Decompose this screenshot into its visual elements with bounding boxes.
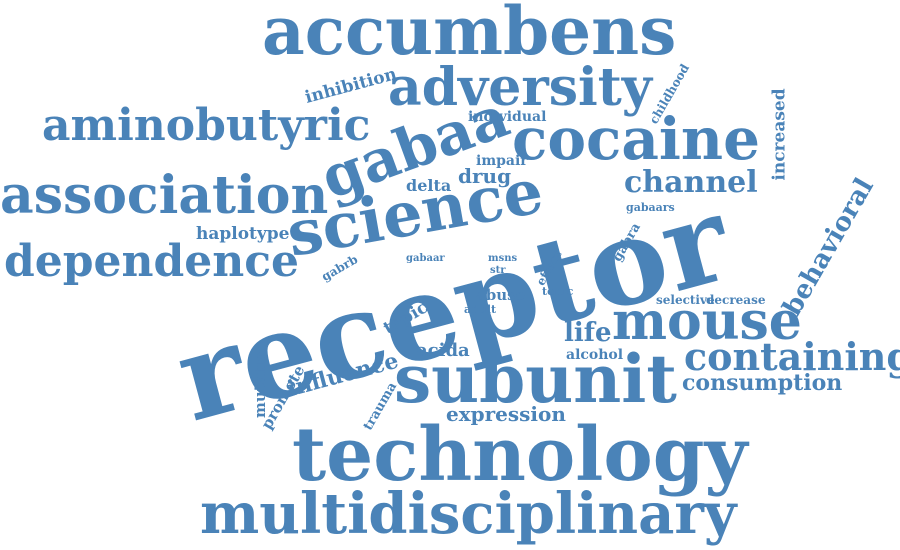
word-increased: increased bbox=[769, 88, 790, 181]
word-acida: acida bbox=[416, 340, 470, 361]
word-life: life bbox=[564, 318, 612, 348]
word-adult: adult bbox=[464, 303, 497, 316]
word-haplotype: haplotype bbox=[196, 224, 290, 244]
word-mouse: mouse bbox=[612, 291, 802, 352]
word-aminobutyric: aminobutyric bbox=[42, 100, 371, 151]
word-abuse: abuse bbox=[476, 286, 526, 304]
word-impair: impair bbox=[476, 153, 528, 169]
word-accumbens: accumbens bbox=[262, 0, 677, 70]
word-adversity: adversity bbox=[388, 57, 653, 118]
word-subunit: subunit bbox=[394, 340, 677, 418]
word-decrease: decrease bbox=[706, 293, 766, 307]
word-drug: drug bbox=[458, 164, 512, 188]
word-individual: individual bbox=[468, 109, 547, 125]
word-expression: expression bbox=[446, 402, 566, 426]
word-dependence: dependence bbox=[4, 236, 300, 287]
word-selective: selective bbox=[656, 293, 715, 307]
word-multidisciplinary: multidisciplinary bbox=[200, 481, 737, 547]
word-behavioral: behavioral bbox=[777, 173, 880, 321]
word-tonic: tonic bbox=[542, 285, 574, 298]
word-msns: msns bbox=[488, 253, 518, 264]
word-alcohol: alcohol bbox=[566, 347, 624, 363]
word-consumption: consumption bbox=[682, 370, 843, 396]
word-cocaine: cocaine bbox=[512, 105, 761, 173]
word-association: association bbox=[0, 165, 329, 226]
word-channel: channel bbox=[624, 165, 758, 200]
word-technology: technology bbox=[292, 412, 748, 498]
word-delta: delta bbox=[406, 176, 452, 195]
word-gabaar: gabaar bbox=[406, 253, 445, 264]
word-gabaars: gabaars bbox=[626, 201, 675, 214]
word-containing: containing bbox=[684, 334, 900, 379]
word-str: str bbox=[490, 265, 506, 276]
